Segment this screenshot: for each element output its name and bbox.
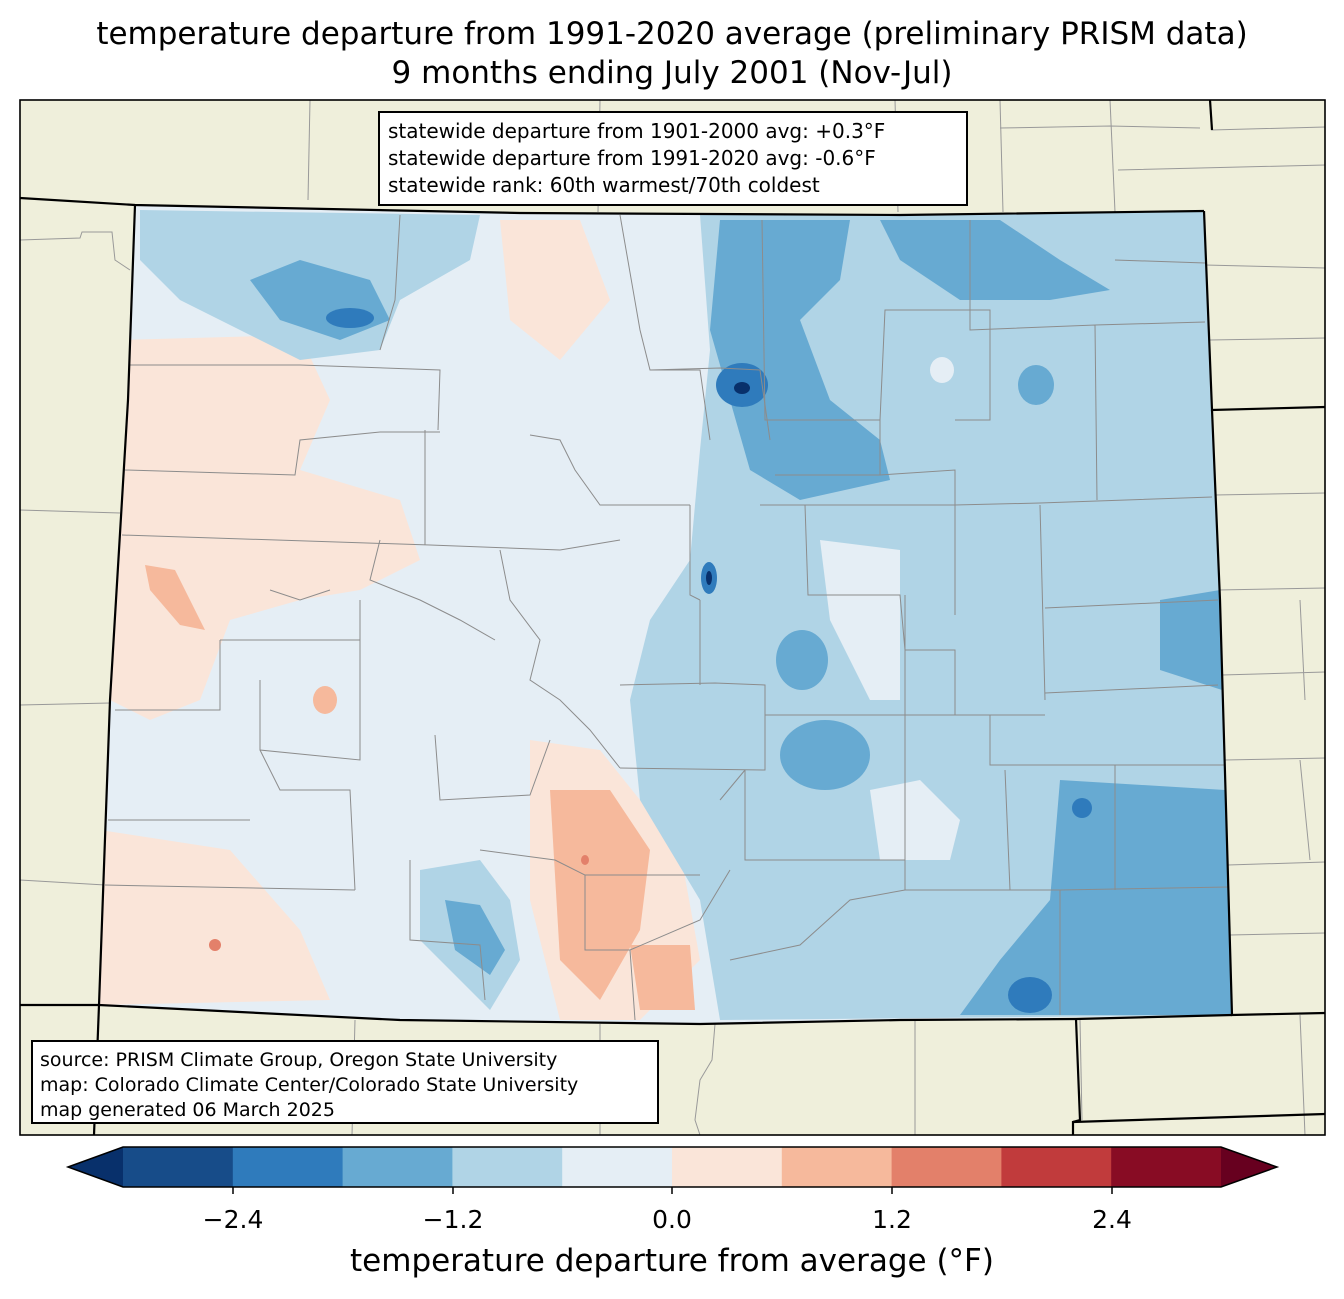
cool-spot-pikes-peak-core [706, 571, 712, 585]
cool-spot-el-paso [776, 630, 828, 690]
temperature-field [99, 205, 1232, 1024]
map-title: temperature departure from 1991-2020 ave… [96, 16, 1248, 52]
colorbar-outline [65, 1146, 1280, 1188]
colorbar-extend-high [1221, 1147, 1277, 1187]
warm-san-luis-core [550, 790, 650, 1000]
state-borders [20, 100, 1325, 1135]
cool-spot-yuma [1018, 365, 1054, 405]
generated-date-line: map generated 06 March 2025 [40, 1099, 335, 1121]
warm-northcentral-region [500, 220, 610, 360]
warm-spot-grand [313, 686, 337, 714]
cool-east-edge [1160, 590, 1222, 690]
cool-northwest-spot [326, 308, 374, 328]
colorbar-segment [1111, 1147, 1222, 1187]
warm-south-core [630, 945, 695, 1010]
colorbar-segment [232, 1147, 344, 1187]
colorbar-tick-label: 0.0 [652, 1205, 692, 1234]
colorbar-segment [562, 1147, 673, 1187]
colorbar-tick-label: 2.4 [1092, 1205, 1132, 1234]
stat-rank: statewide rank: 60th warmest/70th coldes… [388, 173, 820, 197]
stat-departure-1991-2020: statewide departure from 1991-2020 avg: … [388, 146, 876, 170]
colorbar-label: temperature departure from average (°F) [350, 1243, 994, 1279]
source-line: source: PRISM Climate Group, Oregon Stat… [40, 1049, 558, 1071]
colorbar-segment [452, 1147, 563, 1187]
stat-departure-1901-2000: statewide departure from 1901-2000 avg: … [388, 119, 886, 143]
warm-spot-montezuma [209, 939, 221, 951]
near-zero-spot-yuma [930, 357, 954, 383]
colorbar-segment [1001, 1147, 1112, 1187]
warm-southwest-region [100, 830, 330, 1005]
near-zero-lincoln [820, 540, 900, 700]
colorbar-extend-low [68, 1147, 123, 1187]
cool-spot-prowers [1072, 798, 1092, 818]
warm-spot-alamosa [581, 855, 589, 865]
map-subtitle: 9 months ending July 2001 (Nov-Jul) [391, 55, 953, 91]
near-zero-otero [870, 780, 960, 860]
map-credit-line: map: Colorado Climate Center/Colorado St… [40, 1074, 579, 1096]
county-lines [104, 214, 1231, 1021]
cool-northeast-band [880, 220, 1110, 300]
colorbar-segment [781, 1147, 893, 1187]
colorbar-segment [123, 1147, 234, 1187]
colorbar-tick-label: −2.4 [202, 1205, 264, 1234]
cool-spot-baca [1008, 977, 1052, 1013]
colorbar [65, 1146, 1280, 1194]
map-frame [19, 99, 1326, 1136]
source-credit-box: source: PRISM Climate Group, Oregon Stat… [31, 1040, 659, 1124]
colorbar-tick-label: −1.2 [422, 1205, 484, 1234]
colorbar-segment [672, 1147, 783, 1187]
cool-spot-fort-collins-core [734, 382, 750, 394]
colorbar-segment [891, 1147, 1002, 1187]
cool-southeast-region [960, 780, 1232, 1015]
statewide-stats-box: statewide departure from 1901-2000 avg: … [378, 111, 968, 206]
cool-front-range-region [710, 220, 890, 500]
cool-spot-crowley [780, 720, 870, 790]
cool-san-juan-core [445, 900, 505, 975]
warm-spot-west [145, 565, 205, 630]
colorbar-tick-label: 1.2 [872, 1205, 912, 1234]
colorbar-segment [342, 1147, 453, 1187]
